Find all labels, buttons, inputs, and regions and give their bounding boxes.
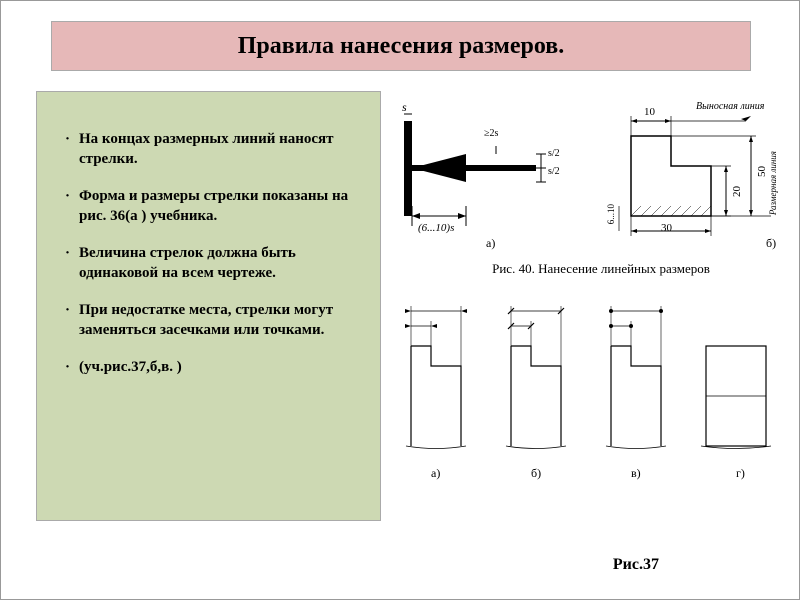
label-dimline: Размерная линия xyxy=(768,151,778,215)
content-panel: · На концах размерных линий наносят стре… xyxy=(36,91,381,521)
label-s2b: s/2 xyxy=(548,166,560,177)
bullet-dot: · xyxy=(65,358,79,378)
diagram-area: s ≥2s s/2 s/2 (6...10)s а) xyxy=(396,96,786,556)
label-g-bot: г) xyxy=(736,466,745,481)
bullet-text: Величина стрелок должна быть одинаковой … xyxy=(79,244,360,283)
label-b-top: б) xyxy=(766,236,776,251)
bullet-item: · Величина стрелок должна быть одинаково… xyxy=(65,244,360,283)
label-20: 20 xyxy=(731,186,743,197)
bullet-dot: · xyxy=(65,301,79,340)
bullet-text: На концах размерных линий наносят стрелк… xyxy=(79,130,360,169)
bullet-text: (уч.рис.37,б,в. ) xyxy=(79,358,182,378)
label-s: s xyxy=(402,100,407,115)
bullet-item: · Форма и размеры стрелки показаны на ри… xyxy=(65,187,360,226)
bullet-item: · На концах размерных линий наносят стре… xyxy=(65,130,360,169)
label-a-bot: а) xyxy=(431,466,440,481)
bullet-dot: · xyxy=(65,130,79,169)
label-10: 10 xyxy=(644,106,655,118)
bullet-text: Форма и размеры стрелки показаны на рис.… xyxy=(79,187,360,226)
page-title: Правила нанесения размеров. xyxy=(238,33,564,60)
bullet-item: · При недостатке места, стрелки могут за… xyxy=(65,301,360,340)
label-30: 30 xyxy=(661,222,672,234)
label-50: 50 xyxy=(756,166,768,177)
diagram-bottom-row xyxy=(396,296,786,496)
diagram-lshape xyxy=(601,101,781,251)
bottom-caption: Рис.37 xyxy=(613,556,659,574)
label-len: (6...10)s xyxy=(418,222,454,234)
bullet-text: При недостатке места, стрелки могут заме… xyxy=(79,301,360,340)
label-v-bot: в) xyxy=(631,466,641,481)
label-s2: s/2 xyxy=(548,148,560,159)
label-2s: ≥2s xyxy=(484,128,498,139)
label-a-top: а) xyxy=(486,236,495,251)
label-ext: Выносная линия xyxy=(696,101,764,112)
title-bar: Правила нанесения размеров. xyxy=(51,21,751,71)
bullet-dot: · xyxy=(65,244,79,283)
label-610: 6...10 xyxy=(606,204,616,224)
bullet-dot: · xyxy=(65,187,79,226)
bullet-item: · (уч.рис.37,б,в. ) xyxy=(65,358,360,378)
label-b-bot: б) xyxy=(531,466,541,481)
figure-caption: Рис. 40. Нанесение линейных размеров xyxy=(461,261,741,277)
